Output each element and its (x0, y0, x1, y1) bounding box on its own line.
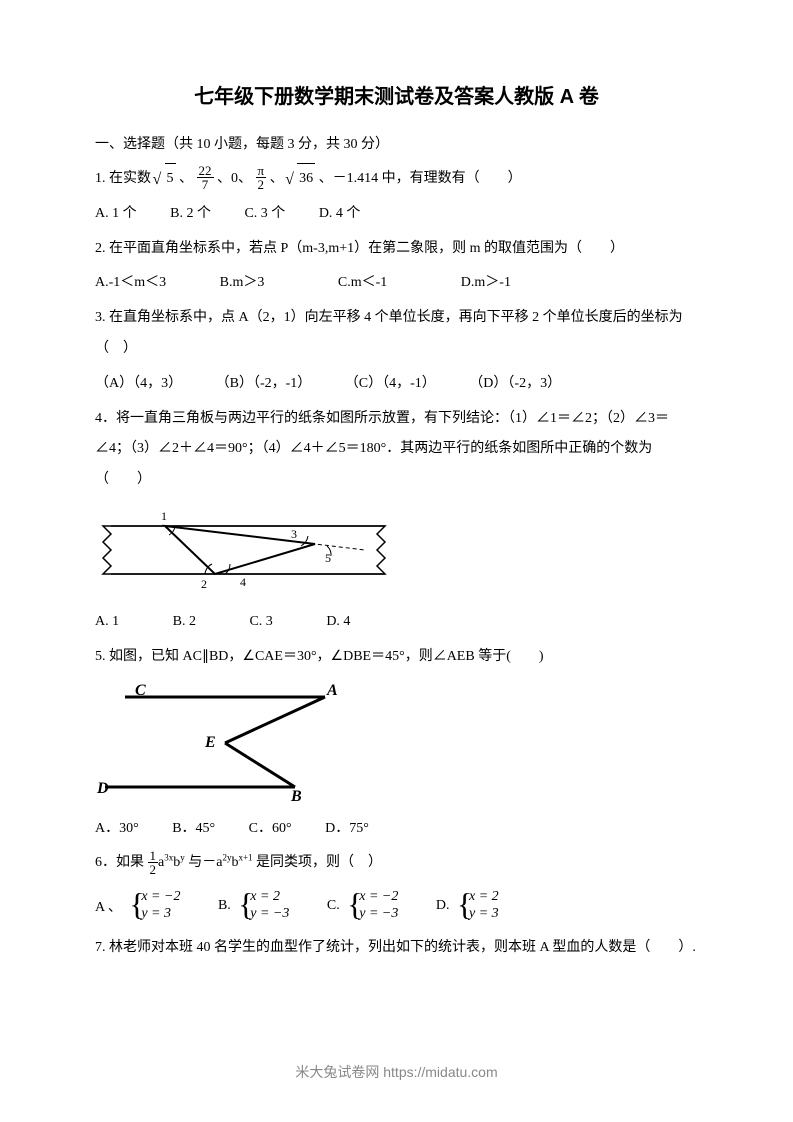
q1-optA: A. 1 个 (95, 199, 137, 230)
sqrt5: 5 (155, 163, 176, 195)
q5-optA: A．30° (95, 814, 139, 845)
frac-half: 12 (148, 849, 159, 876)
q6-optB: B. x = 2y = −3 (218, 889, 289, 923)
q4-diagram: 1 2 3 4 5 (95, 506, 698, 601)
svg-text:C: C (135, 683, 146, 699)
q2-optB: B.m＞3 (220, 268, 265, 299)
svg-text:3: 3 (291, 527, 297, 541)
q3-optD: （D）（-2，3） (469, 369, 561, 400)
q1-options: A. 1 个 B. 2 个 C. 3 个 D. 4 个 (95, 199, 698, 230)
svg-text:2: 2 (201, 577, 207, 591)
q4-optD: D. 4 (326, 607, 350, 638)
q6-optD: D. x = 2y = 3 (436, 889, 499, 923)
q5-diagram: C A E D B (95, 683, 698, 808)
q4-stem: 4．将一直角三角板与两边平行的纸条如图所示放置，有下列结论：（1）∠1＝∠2；（… (95, 404, 698, 496)
q4-optC: C. 3 (249, 607, 272, 638)
q1-optC: C. 3 个 (244, 199, 285, 230)
q6-options: A 、 x = −2y = 3 B. x = 2y = −3 C. x = −2… (95, 889, 698, 923)
frac-pi-2: π2 (256, 164, 267, 191)
q1-optB: B. 2 个 (170, 199, 211, 230)
svg-text:1: 1 (161, 509, 167, 523)
svg-text:B: B (290, 788, 302, 803)
q6-stem: 6．如果 12a3xby 与－a2ybx+1 是同类项，则（ ） (95, 848, 698, 879)
q5-optC: C．60° (249, 814, 292, 845)
q3-optA: （A）（4，3） (95, 369, 182, 400)
q5-optB: B．45° (172, 814, 215, 845)
q2-optC: C.m＜-1 (338, 268, 387, 299)
svg-text:4: 4 (240, 575, 246, 589)
q7-stem: 7. 林老师对本班 40 名学生的血型作了统计，列出如下的统计表，则本班 A 型… (95, 933, 698, 964)
q2-stem: 2. 在平面直角坐标系中，若点 P（m-3,m+1）在第二象限，则 m 的取值范… (95, 234, 698, 265)
footer-link: 米大兔试卷网 https://midatu.com (0, 1062, 793, 1082)
q6-optC: C. x = −2y = −3 (327, 889, 398, 923)
frac-22-7: 227 (197, 164, 214, 191)
q1-optD: D. 4 个 (319, 199, 361, 230)
q2-options: A.-1＜m＜3 B.m＞3 C.m＜-1 D.m＞-1 (95, 268, 698, 299)
svg-text:A: A (326, 683, 338, 699)
section-head: 一、选择题（共 10 小题，每题 3 分，共 30 分） (95, 131, 698, 159)
q1-stem: 1. 在实数 5 、 227 、0、 π2 、 36 、－1.414 中，有理数… (95, 163, 698, 195)
q5-stem: 5. 如图，已知 AC∥BD，∠CAE＝30°，∠DBE＝45°，则∠AEB 等… (95, 642, 698, 673)
q3-optC: （C）（4，-1） (345, 369, 436, 400)
q5-optD: D．75° (325, 814, 369, 845)
q5-options: A．30° B．45° C．60° D．75° (95, 814, 698, 845)
svg-text:E: E (204, 734, 216, 751)
q3-options: （A）（4，3） （B）（-2，-1） （C）（4，-1） （D）（-2，3） (95, 369, 698, 400)
svg-text:5: 5 (325, 551, 331, 565)
q6-optA: A 、 x = −2y = 3 (95, 889, 180, 923)
q4-optA: A. 1 (95, 607, 119, 638)
page-title: 七年级下册数学期末测试卷及答案人教版 A 卷 (95, 80, 698, 109)
q4-optB: B. 2 (173, 607, 196, 638)
q1-text: 1. 在实数 (95, 171, 151, 186)
q3-stem: 3. 在直角坐标系中，点 A（2，1）向左平移 4 个单位长度，再向下平移 2 … (95, 303, 698, 365)
q3-optB: （B）（-2，-1） (216, 369, 312, 400)
q2-optD: D.m＞-1 (461, 268, 511, 299)
svg-text:D: D (96, 780, 109, 797)
sqrt36: 36 (287, 163, 315, 195)
q2-optA: A.-1＜m＜3 (95, 268, 166, 299)
q4-options: A. 1 B. 2 C. 3 D. 4 (95, 607, 698, 638)
